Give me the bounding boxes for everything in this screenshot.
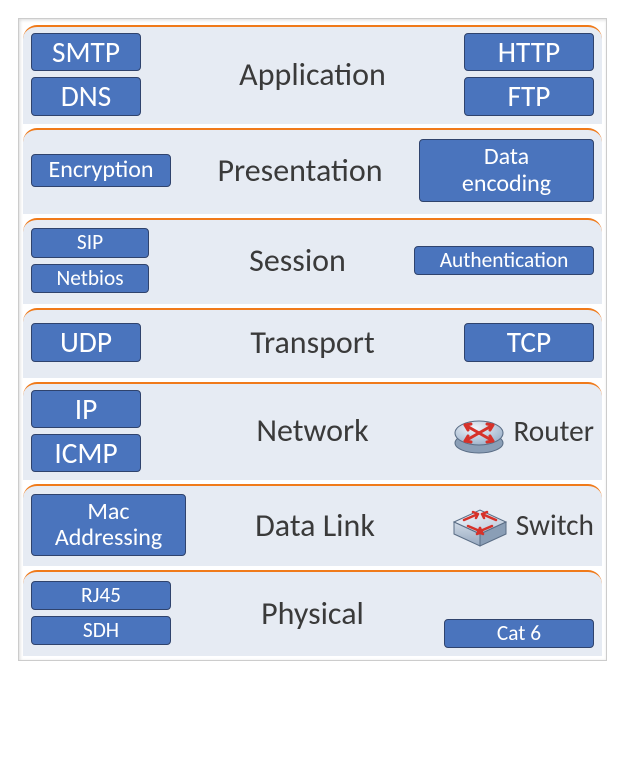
layer-right-col: HTTP FTP [444,33,594,116]
layer-title-presentation: Presentation [217,151,382,190]
tag-mac-addressing: Mac Addressing [31,494,186,557]
switch-icon [450,500,510,550]
device-label: Router [513,413,594,449]
device-router: Router [451,405,594,457]
tag-cat6: Cat 6 [444,619,594,648]
layer-left-col: Mac Addressing [31,494,186,557]
tag-authentication: Authentication [414,246,594,275]
layer-application: SMTP DNS Application HTTP FTP [23,25,602,124]
layer-network: IP ICMP Network [23,382,602,481]
layer-right-col: Cat 6 [444,578,594,648]
layer-datalink: Mac Addressing Data Link [23,484,602,566]
tag-encryption: Encryption [31,154,171,186]
router-icon [451,405,507,457]
layer-right-col: Router [444,405,594,457]
layer-title-datalink: Data Link [255,506,375,545]
layer-left-col: Encryption [31,154,181,186]
layer-title-application: Application [239,55,386,94]
tag-dns: DNS [31,77,141,115]
layer-left-col: UDP [31,323,181,361]
tag-ip: IP [31,390,141,428]
tag-tcp: TCP [464,323,594,361]
layer-left-col: IP ICMP [31,390,181,473]
tag-data-encoding: Data encoding [419,139,594,202]
layer-right-col: Authentication [414,246,594,275]
layer-left-col: SIP Netbios [31,228,181,293]
layer-transport: UDP Transport TCP [23,308,602,378]
device-switch: Switch [450,500,594,550]
layer-right-col: Data encoding [419,139,594,202]
tag-ftp: FTP [464,77,594,115]
layer-title-physical: Physical [261,594,364,633]
tag-netbios: Netbios [31,264,149,293]
layer-left-col: RJ45 SDH [31,581,181,646]
layer-physical: RJ45 SDH Physical Cat 6 [23,570,602,656]
tag-smtp: SMTP [31,33,141,71]
layer-title-session: Session [249,241,346,280]
layer-right-col: TCP [444,323,594,361]
tag-sip: SIP [31,228,149,257]
tag-icmp: ICMP [31,434,141,472]
layer-title-transport: Transport [250,323,374,362]
tag-sdh: SDH [31,616,171,645]
tag-udp: UDP [31,323,141,361]
layer-left-col: SMTP DNS [31,33,181,116]
osi-diagram-frame: SMTP DNS Application HTTP FTP Encryption… [18,18,607,661]
tag-http: HTTP [464,33,594,71]
layer-session: SIP Netbios Session Authentication [23,218,602,304]
device-label: Switch [516,507,594,543]
layer-right-col: Switch [444,500,594,550]
layer-presentation: Encryption Presentation Data encoding [23,128,602,214]
tag-rj45: RJ45 [31,581,171,610]
layer-title-network: Network [256,411,368,450]
